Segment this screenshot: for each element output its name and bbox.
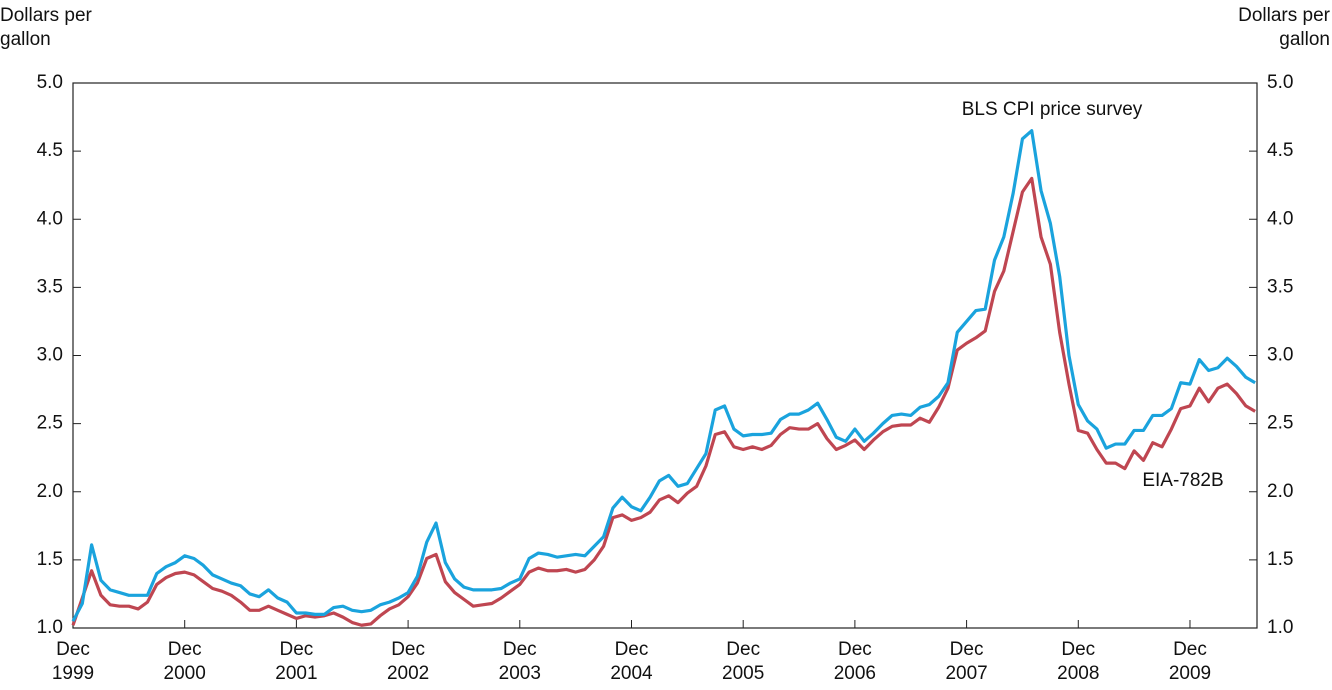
x-tick-label: Dec 2007 xyxy=(945,639,988,684)
y-tick-label: 1.5 xyxy=(37,549,63,570)
x-tick-label: Dec 2005 xyxy=(722,639,765,684)
y2-axis-title: Dollars per gallon xyxy=(1238,5,1330,50)
y2-tick-label: 4.5 xyxy=(1267,140,1293,161)
y2-tick-label: 3.5 xyxy=(1267,276,1293,297)
y-tick-label: 2.0 xyxy=(37,481,63,502)
annotation: EIA-782B xyxy=(1142,470,1223,491)
series-line xyxy=(71,176,1256,627)
y2-tick-label: 1.0 xyxy=(1267,617,1293,638)
x-tick-label: Dec 2004 xyxy=(610,639,653,684)
x-tick-label: Dec 2001 xyxy=(275,639,318,684)
y-tick-label: 3.5 xyxy=(37,276,63,297)
y-tick-label: 5.0 xyxy=(37,72,63,93)
annotation: BLS CPI price survey xyxy=(962,99,1143,120)
x-tick-label: Dec 2003 xyxy=(498,639,541,684)
x-tick-label: Dec 2000 xyxy=(163,639,206,684)
x-tick-label: Dec 2009 xyxy=(1168,639,1212,684)
y-tick-label: 1.0 xyxy=(37,617,63,638)
y-tick-label: 4.5 xyxy=(37,140,63,161)
y2-tick-label: 4.0 xyxy=(1267,208,1293,229)
y2-tick-label: 2.0 xyxy=(1267,481,1293,502)
y-tick-label: 2.5 xyxy=(37,413,63,434)
series-line xyxy=(71,129,1256,622)
y-tick-label: 3.0 xyxy=(37,345,63,366)
y2-tick-label: 1.5 xyxy=(1267,549,1293,570)
y2-tick-label: 5.0 xyxy=(1267,72,1293,93)
plot-frame xyxy=(72,82,1258,629)
x-tick-label: Dec 1999 xyxy=(51,639,95,684)
x-tick-label: Dec 2006 xyxy=(833,639,877,684)
x-tick-label: Dec 2002 xyxy=(386,639,430,684)
y2-tick-label: 3.0 xyxy=(1267,345,1293,366)
y-tick-label: 4.0 xyxy=(37,208,63,229)
y2-tick-label: 2.5 xyxy=(1267,413,1293,434)
y-axis-title: Dollars per gallon xyxy=(0,5,92,50)
x-tick-label: Dec 2008 xyxy=(1057,639,1100,684)
